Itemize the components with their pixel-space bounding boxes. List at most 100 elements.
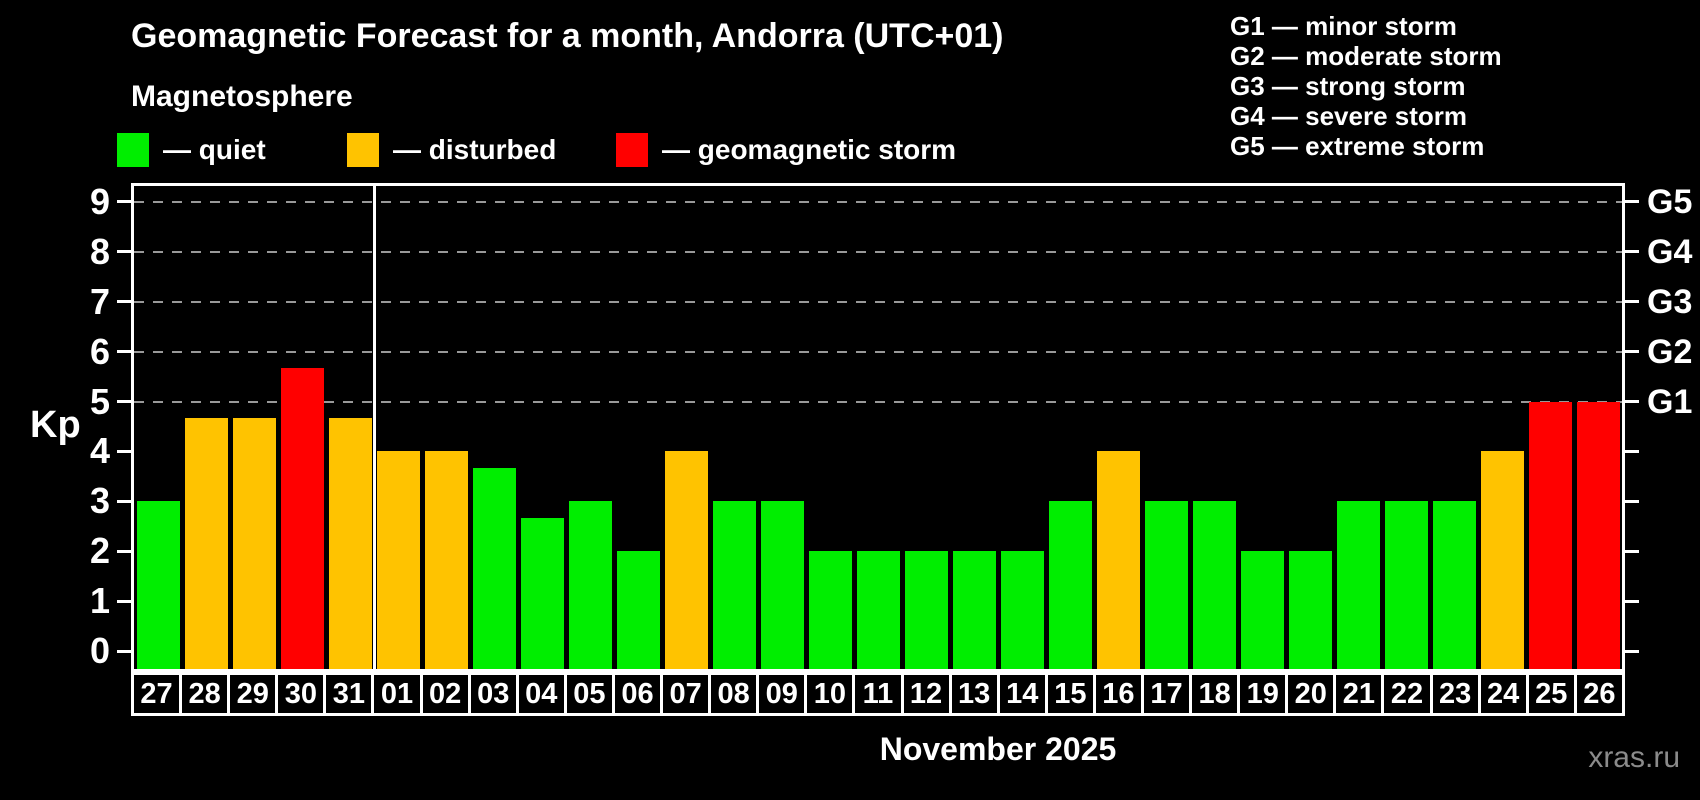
magnetosphere-subtitle: Magnetosphere (131, 80, 353, 113)
day-label-cell-01: 01 (374, 675, 423, 713)
day-label-cell-20: 20 (1288, 675, 1337, 713)
kp-bar-day-14 (1000, 551, 1044, 669)
gridline-kp-9 (134, 200, 1622, 203)
kp-bar-day-15 (1048, 501, 1092, 669)
y-axis-tick-label-7: 7 (89, 280, 110, 322)
day-label-cell-31: 31 (326, 675, 375, 713)
kp-bar-day-12 (904, 551, 948, 669)
day-label-cell-09: 09 (759, 675, 808, 713)
kp-bar-day-07 (664, 451, 708, 669)
day-label-cell-11: 11 (855, 675, 904, 713)
day-label-cell-03: 03 (471, 675, 519, 713)
y-axis-tick-9 (117, 200, 131, 204)
right-axis-tick-5 (1625, 400, 1639, 403)
kp-bar-day-26 (1576, 401, 1620, 669)
x-axis-day-strip: 27 28 29 30 31 01 02 03 04 05 06 07 08 09 10 11 12 13 14 15… (131, 672, 1625, 716)
kp-bar-day-08 (712, 501, 756, 669)
day-label-cell-26: 26 (1583, 677, 1616, 710)
y-axis-tick-6 (117, 350, 131, 354)
kp-bar-day-25 (1528, 401, 1572, 669)
day-label-cell-18: 18 (1192, 675, 1241, 713)
day-label-cell-23: 23 (1433, 675, 1481, 713)
kp-bar-day-19 (1240, 551, 1284, 669)
day-label-cell-13: 13 (952, 675, 1000, 713)
y-axis-tick-4 (117, 449, 131, 453)
day-label-cell-29: 29 (230, 675, 279, 713)
g4-legend-line: G4 — severe storm (1230, 101, 1468, 131)
g-axis-label-g4: G4 (1647, 232, 1693, 271)
day-label-cell-05: 05 (567, 675, 615, 713)
y-axis-tick-7 (117, 300, 131, 304)
right-axis-tick-2 (1625, 549, 1639, 553)
kp-bar-day-24 (1480, 451, 1524, 669)
quiet-color-swatch (117, 133, 149, 167)
kp-bar-day-22 (1384, 501, 1428, 669)
legend-label-disturbed: — disturbed (393, 134, 557, 165)
g-axis-label-g3: G3 (1647, 282, 1693, 321)
y-axis-tick-label-0: 0 (89, 630, 110, 671)
month-separator-line (372, 186, 376, 669)
g1-legend-line: G1 — minor storm (1230, 11, 1457, 41)
g-scale-legend: G1 — minor storm G2 — moderate storm G3 … (1230, 11, 1502, 161)
g3-legend-line: G3 — strong storm (1230, 71, 1466, 101)
kp-bar-day-21 (1336, 501, 1380, 669)
day-label-cell-08: 08 (711, 675, 760, 713)
kp-bar-day-04 (520, 517, 564, 669)
y-axis-tick-2 (117, 549, 131, 553)
y-axis-title-kp: Kp (30, 404, 81, 446)
y-axis-tick-5 (117, 400, 131, 403)
kp-bar-day-28 (184, 417, 228, 669)
disturbed-color-swatch (347, 133, 379, 167)
right-axis-tick-8 (1625, 250, 1639, 254)
g5-legend-line: G5 — extreme storm (1230, 131, 1485, 161)
kp-bar-day-06 (616, 551, 660, 669)
kp-bar-day-18 (1192, 501, 1236, 669)
day-label-cell-28: 28 (182, 675, 231, 713)
day-label-cell-12: 12 (904, 675, 952, 713)
right-axis-tick-4 (1625, 449, 1639, 453)
y-axis-tick-label-3: 3 (89, 480, 110, 522)
g-axis-label-g2: G2 (1647, 332, 1693, 371)
kp-bar-day-29 (232, 417, 276, 669)
kp-bar-day-11 (856, 551, 900, 669)
day-label-cell-10: 10 (807, 675, 856, 713)
gridline-kp-7 (134, 300, 1622, 303)
right-axis-tick-9 (1625, 200, 1639, 204)
g-axis-label-g1: G1 (1647, 382, 1693, 421)
day-label-cell-24: 24 (1481, 675, 1529, 713)
kp-bar-day-27 (136, 501, 180, 669)
day-label-cell-14: 14 (1000, 675, 1048, 713)
day-label-cell-15: 15 (1048, 675, 1096, 713)
y-axis-tick-label-8: 8 (89, 230, 110, 272)
y-axis-tick-label-2: 2 (89, 530, 110, 572)
gridline-kp-8 (134, 250, 1622, 253)
right-axis-tick-7 (1625, 300, 1639, 304)
page-title: Geomagnetic Forecast for a month, Andorr… (131, 17, 1004, 55)
kp-bar-day-16 (1096, 451, 1140, 669)
kp-bar-day-03 (472, 467, 516, 669)
x-axis-title: November 2025 (879, 731, 1117, 767)
y-axis-tick-label-9: 9 (89, 180, 110, 222)
y-axis-tick-label-4: 4 (89, 430, 110, 472)
legend-item-disturbed: — disturbed (347, 132, 556, 168)
right-axis-tick-6 (1625, 350, 1639, 354)
right-axis-tick-3 (1625, 499, 1639, 503)
y-axis-tick-8 (117, 250, 131, 254)
watermark: xras.ru (1588, 741, 1680, 774)
day-label-cell-06: 06 (615, 675, 664, 713)
day-label-cell-22: 22 (1384, 675, 1433, 713)
storm-color-swatch (616, 133, 648, 167)
gridline-kp-5 (134, 400, 1622, 403)
legend-item-quiet: — quiet (117, 132, 266, 168)
kp-bar-day-05 (568, 501, 612, 669)
day-label-cell-02: 02 (423, 675, 471, 713)
day-label-cell-25: 25 (1529, 675, 1577, 713)
right-axis-tick-1 (1625, 599, 1639, 603)
y-axis-tick-label-5: 5 (89, 380, 110, 422)
day-label-cell-30: 30 (278, 675, 327, 713)
legend-label-storm: — geomagnetic storm (662, 134, 957, 165)
g2-legend-line: G2 — moderate storm (1230, 41, 1502, 71)
kp-bar-day-17 (1144, 501, 1188, 669)
kp-bar-day-23 (1432, 501, 1476, 669)
